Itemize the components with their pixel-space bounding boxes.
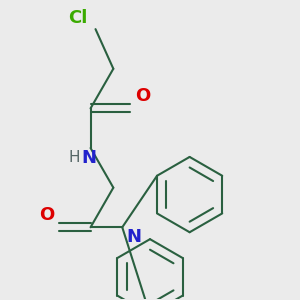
Text: Cl: Cl xyxy=(68,9,88,27)
Text: O: O xyxy=(39,206,54,224)
Text: N: N xyxy=(81,149,96,167)
Text: O: O xyxy=(135,87,150,105)
Text: N: N xyxy=(126,228,141,246)
Text: H: H xyxy=(69,150,80,165)
